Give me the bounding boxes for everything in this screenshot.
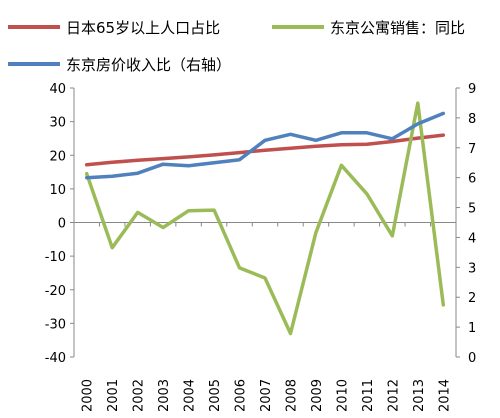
right-tick-label: 6	[468, 172, 476, 187]
left-axis-ticks: 40 30 20 10 0 -10 -20 -30 -40	[45, 82, 74, 366]
x-tick-label: 2005	[208, 379, 223, 412]
x-tick-label: 2012	[386, 379, 401, 412]
right-tick-label: 1	[468, 321, 476, 336]
x-tick-label: 2009	[310, 379, 325, 412]
legend-label-sales: 东京公寓销售：同比	[330, 19, 465, 37]
x-tick-label: 2008	[284, 379, 299, 412]
legend-label-population: 日本65岁以上人口占比	[66, 19, 220, 37]
right-tick-label: 5	[468, 202, 476, 217]
left-tick-label: 30	[49, 116, 66, 131]
x-tick-label: 2014	[437, 379, 452, 412]
x-axis-ticks: 2000 2001 2002 2003 2004 2005 2006 2007 2008 2009…	[73, 222, 457, 412]
x-tick-label: 2004	[183, 379, 198, 412]
x-tick-label: 2006	[234, 379, 249, 412]
right-tick-label: 7	[468, 142, 476, 157]
x-tick-label: 2011	[361, 379, 376, 412]
right-tick-label: 2	[468, 291, 476, 306]
series-line-2	[84, 111, 446, 180]
right-tick-label: 8	[468, 112, 476, 127]
x-tick-label: 2003	[157, 379, 172, 412]
x-tick-label: 2013	[412, 379, 427, 412]
left-tick-label: 20	[49, 149, 66, 164]
left-tick-label: 0	[58, 217, 66, 232]
left-tick-label: -20	[45, 284, 66, 299]
series-lines	[84, 101, 446, 336]
right-tick-label: 4	[468, 231, 476, 246]
x-tick-label: 2000	[81, 379, 96, 412]
left-tick-label: -30	[45, 317, 66, 332]
series-line-0	[84, 133, 446, 167]
left-tick-label: 40	[49, 82, 66, 97]
x-tick-label: 2007	[259, 379, 274, 412]
x-tick-label: 2002	[132, 379, 147, 412]
x-tick-label: 2001	[106, 379, 121, 412]
left-tick-label: -40	[45, 351, 66, 366]
series-line-1	[84, 101, 446, 336]
right-tick-label: 9	[468, 82, 476, 97]
legend-label-price-income: 东京房价收入比（右轴）	[66, 56, 231, 74]
x-tick-label: 2010	[335, 379, 350, 412]
right-tick-label: 0	[468, 351, 476, 366]
right-axis-ticks: 9 8 7 6 5 4 3 2 1 0	[456, 82, 476, 366]
left-tick-label: -10	[45, 250, 66, 265]
legend: 日本65岁以上人口占比 东京公寓销售：同比 东京房价收入比（右轴）	[8, 19, 465, 74]
left-tick-label: 10	[49, 183, 66, 198]
right-tick-label: 3	[468, 261, 476, 276]
